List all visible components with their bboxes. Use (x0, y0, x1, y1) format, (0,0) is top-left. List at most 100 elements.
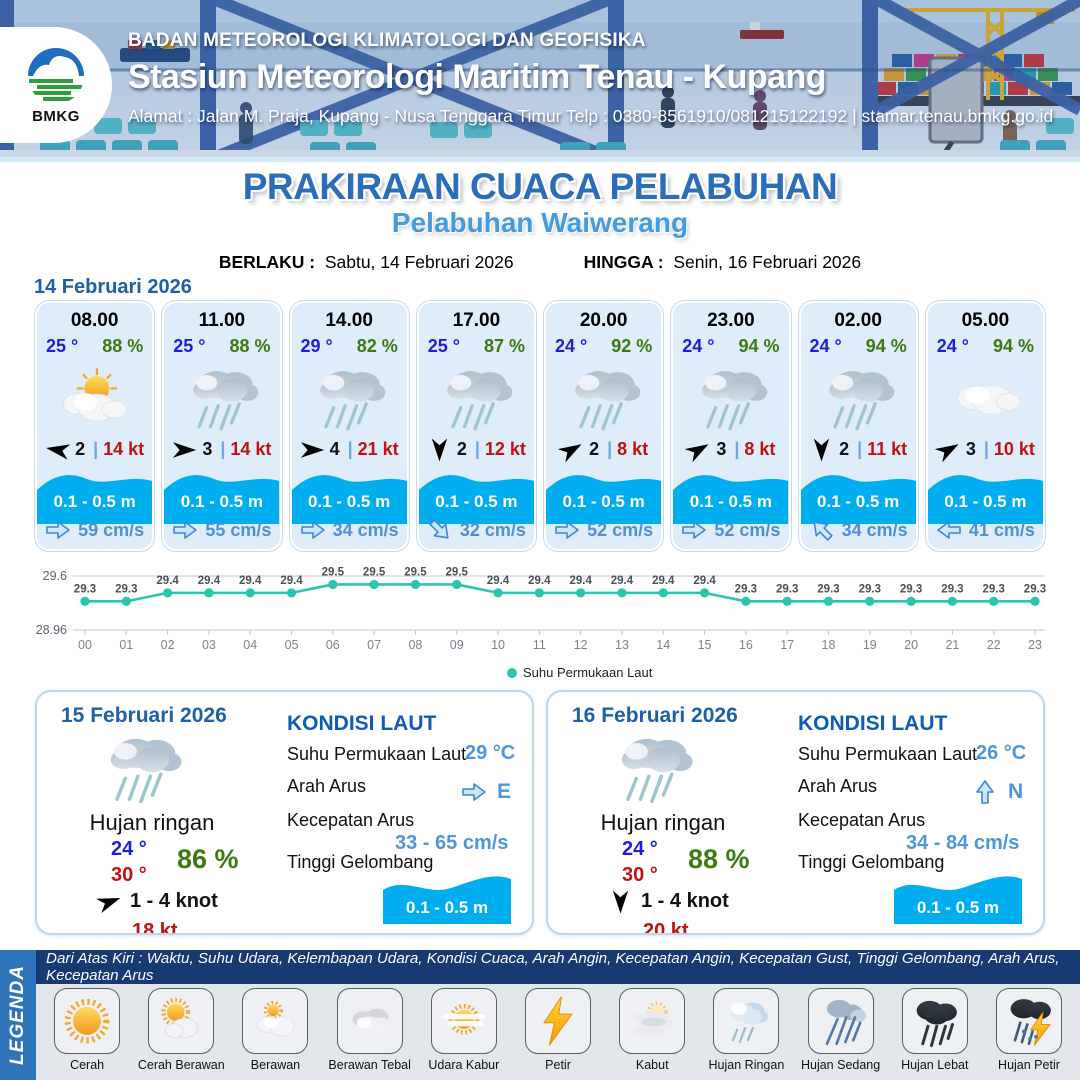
wind-gust: 12 kt (484, 439, 526, 459)
svg-text:09: 09 (450, 638, 464, 652)
forecast-card-0200: 02.00 24 ° 94 % 2 | 11 kt 0.1 - 0.5 m 34 cm… (797, 300, 919, 552)
wave-height: 0.1 - 0.5 m (817, 492, 900, 511)
validity-row: BERLAKU : Sabtu, 14 Februari 2026 HINGGA… (0, 252, 1080, 273)
wind-direction-icon (300, 441, 325, 459)
weather-hujan-icon (176, 361, 268, 435)
day-condition: Hujan ringan (600, 810, 726, 835)
current-direction-icon (424, 514, 457, 547)
current-speed: 32 cm/s (459, 519, 526, 540)
port-illustration (0, 0, 1080, 157)
day-temp-max: 30 ° (111, 864, 147, 886)
forecast-date: 14 Februari 2026 (34, 276, 192, 298)
sst-label: Suhu Permukaan Laut (287, 744, 467, 764)
sst-value: 26 °C (976, 742, 1027, 764)
day-humidity: 88 % (688, 844, 750, 874)
card-time: 23.00 (707, 310, 755, 331)
cerah-icon (59, 993, 115, 1049)
svg-text:16: 16 (739, 638, 753, 652)
card-time: 17.00 (452, 310, 501, 331)
wind-speed: 2 (589, 439, 600, 459)
hujan-petir-icon (1001, 993, 1057, 1049)
weather-hujan-icon (558, 361, 650, 435)
svg-text:29.4: 29.4 (239, 575, 262, 587)
card-temp: 24 ° (555, 336, 588, 356)
day-gust: 18 kt (132, 920, 178, 935)
card-humidity: 88 % (229, 336, 271, 356)
svg-text:04: 04 (243, 638, 257, 652)
card-humidity: 82 % (356, 336, 398, 356)
wind-speed: 3 (716, 439, 727, 459)
svg-text:Suhu Permukaan Laut: Suhu Permukaan Laut (523, 665, 653, 680)
svg-text:20: 20 (904, 638, 918, 652)
current-speed: 41 cm/s (968, 519, 1035, 540)
current-direction-icon (554, 520, 580, 540)
sst-label: Suhu Permukaan Laut (798, 744, 978, 764)
legend-item-hujan-sedang: Hujan Sedang (794, 988, 888, 1078)
wind-speed: 2 (839, 439, 850, 459)
svg-text:29.3: 29.3 (776, 583, 798, 595)
weather-hujan-icon (603, 728, 703, 808)
wave-height-value: 0.1 - 0.5 m (916, 898, 1000, 917)
svg-text:29.5: 29.5 (322, 566, 345, 578)
berlaku-label: BERLAKU : (218, 252, 316, 272)
svg-text:00: 00 (78, 638, 92, 652)
current-speed: 55 cm/s (205, 519, 272, 540)
wind-direction-icon (612, 889, 630, 914)
svg-text:29.3: 29.3 (859, 583, 881, 595)
svg-text:11: 11 (533, 638, 546, 652)
legend-item-hujan-lebat: Hujan Lebat (888, 988, 982, 1078)
current-speed-value: 33 - 65 cm/s (395, 832, 509, 854)
wind-gust: 8 kt (744, 439, 776, 459)
legend-item-hujan-petir: Hujan Petir (982, 988, 1076, 1078)
svg-text:05: 05 (285, 638, 299, 652)
hourly-cards-row: 08.00 25 ° 88 % 2 | 14 kt 0.1 - 0.5 m 59 cm… (33, 300, 1047, 552)
forecast-card-2300: 23.00 24 ° 94 % 3 | 8 kt 0.1 - 0.5 m 52 cm/… (670, 300, 792, 552)
svg-text:23: 23 (1028, 638, 1042, 652)
bmkg-logo-text: BMKG (32, 108, 80, 125)
legend-note: Dari Atas Kiri : Waktu, Suhu Udara, Kele… (46, 950, 1060, 984)
day-temp-max: 30 ° (622, 864, 658, 886)
card-time: 14.00 (325, 310, 373, 331)
current-direction-value: E (497, 780, 512, 803)
wave-height: 0.1 - 0.5 m (435, 492, 518, 511)
svg-text:15: 15 (698, 638, 712, 652)
svg-text:12: 12 (574, 638, 588, 652)
berlaku-value: Sabtu, 14 Februari 2026 (324, 252, 514, 272)
wind-direction-icon (95, 889, 125, 914)
day-wind-range: 1 - 4 knot (130, 890, 218, 912)
sea-surface-temperature-chart: 29.6 28.96 00 29.3 01 29.3 02 29.4 03 29.4 04 29.4 0… (36, 566, 1046, 680)
card-humidity: 94 % (865, 336, 907, 356)
card-humidity: 87 % (483, 336, 525, 356)
hujan-sedang-icon (813, 993, 869, 1049)
card-humidity: 88 % (102, 336, 144, 356)
wind-direction-icon (430, 437, 448, 462)
svg-text:29.3: 29.3 (941, 583, 963, 595)
wind-speed: 2 (75, 439, 86, 459)
legend-item-kabut: Kabut (605, 988, 699, 1078)
card-temp: 24 ° (809, 336, 842, 356)
cerah-berawan-icon (153, 993, 209, 1049)
current-direction-icon (805, 514, 838, 547)
svg-text:29.6: 29.6 (43, 569, 67, 583)
card-time: 08.00 (70, 310, 119, 331)
current-direction-icon (936, 520, 962, 540)
wind-direction-icon (172, 441, 197, 459)
wave-height: 0.1 - 0.5 m (180, 492, 263, 511)
hingga-group: HINGGA : Senin, 16 Februari 2026 (584, 252, 862, 273)
day-wind-range: 1 - 4 knot (641, 890, 729, 912)
wind-speed: 4 (329, 439, 340, 459)
svg-text:29.4: 29.4 (198, 575, 221, 587)
agency-name: BADAN METEOROLOGI KLIMATOLOGI DAN GEOFIS… (128, 30, 646, 51)
svg-text:08: 08 (408, 638, 422, 652)
current-direction-icon (172, 520, 198, 540)
current-speed-label: Kecepatan Arus (798, 810, 926, 830)
legend-item-cerah-berawan: Cerah Berawan (134, 988, 228, 1078)
current-direction-icon (45, 520, 71, 540)
wind-gust: 21 kt (357, 439, 399, 459)
svg-text:29.3: 29.3 (1024, 583, 1046, 595)
day-temp-min: 24 ° (111, 838, 147, 860)
legend-item-hujan-ringan: Hujan Ringan (699, 988, 793, 1078)
card-temp: 24 ° (936, 336, 969, 356)
current-speed-label: Kecepatan Arus (287, 810, 415, 830)
